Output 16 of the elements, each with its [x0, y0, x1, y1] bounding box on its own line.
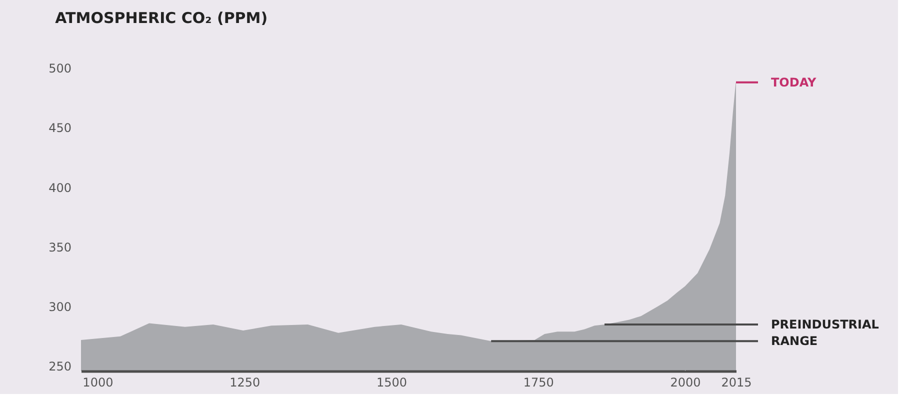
x-tick-label: 1750 — [523, 376, 554, 390]
x-tick-label: 1250 — [230, 376, 260, 390]
x-tick-label: 2015 — [721, 376, 752, 390]
y-tick-label: 350 — [48, 240, 72, 254]
ref-line-label: PREINDUSTRIAL — [771, 317, 880, 332]
x-tick-label: 1500 — [376, 376, 407, 390]
ref-line-label: RANGE — [771, 334, 818, 348]
x-tick-label: 1000 — [82, 376, 114, 390]
chart-title: ATMOSPHERIC CO₂ (PPM) — [55, 9, 268, 27]
y-tick-label: 450 — [48, 121, 72, 136]
x-tick-label: 2000 — [670, 376, 701, 390]
y-tick-label: 500 — [48, 62, 72, 76]
y-tick-label: 400 — [48, 180, 72, 195]
y-tick-label: 300 — [48, 300, 72, 314]
y-tick-label: 250 — [48, 360, 72, 374]
annotation: TODAY — [771, 75, 816, 90]
